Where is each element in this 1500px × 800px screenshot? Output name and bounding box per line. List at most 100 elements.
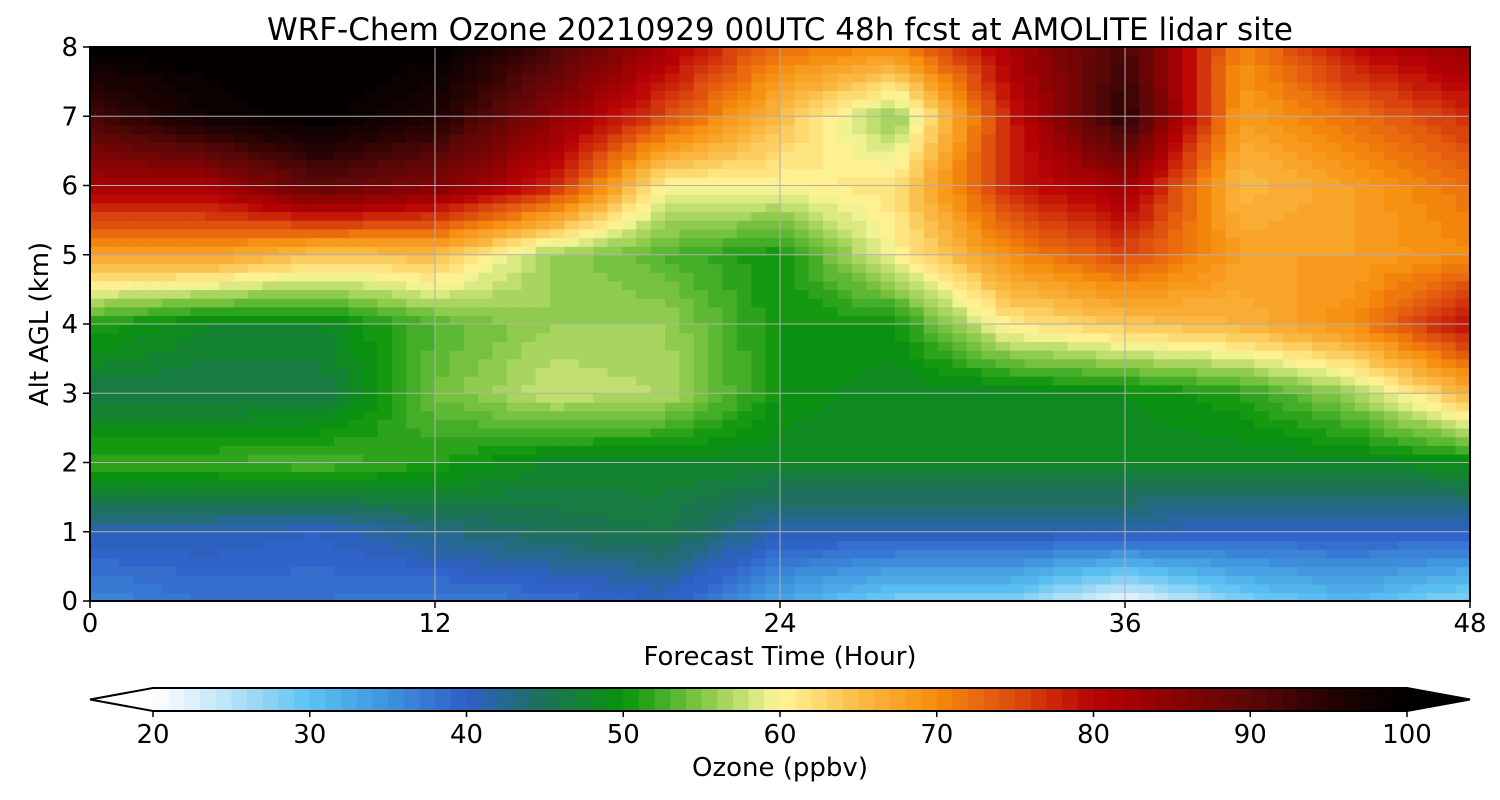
contour-cell: [391, 263, 407, 273]
contour-cell: [995, 505, 1011, 516]
contour-cell: [535, 246, 551, 256]
contour-cell: [320, 237, 336, 247]
contour-cell: [1340, 315, 1356, 325]
contour-cell: [133, 531, 149, 542]
contour-cell: [1096, 176, 1112, 187]
contour-cell: [1268, 427, 1284, 438]
contour-cell: [1110, 349, 1126, 360]
contour-cell: [995, 332, 1011, 343]
contour-cell: [1096, 211, 1112, 221]
contour-cell: [665, 393, 681, 403]
contour-cell: [492, 592, 508, 602]
contour-cell: [478, 462, 494, 472]
contour-cell: [895, 427, 911, 438]
contour-cell: [808, 150, 824, 161]
contour-cell: [765, 583, 781, 594]
contour-cell: [1369, 479, 1385, 490]
contour-cell: [1010, 445, 1026, 455]
contour-cell: [463, 185, 479, 195]
contour-cell: [506, 280, 522, 291]
contour-cell: [1081, 228, 1097, 239]
contour-cell: [1153, 272, 1169, 282]
contour-cell: [1096, 332, 1112, 343]
contour-cell: [291, 583, 307, 594]
contour-cell: [1283, 341, 1299, 351]
contour-cell: [161, 523, 177, 533]
contour-cell: [420, 471, 436, 481]
contour-cell: [1125, 220, 1141, 230]
contour-cell: [1096, 445, 1112, 455]
contour-cell: [435, 531, 451, 542]
contour-cell: [794, 272, 810, 282]
contour-cell: [938, 254, 954, 265]
contour-cell: [1110, 367, 1126, 377]
contour-cell: [320, 202, 336, 213]
contour-cell: [1024, 298, 1040, 308]
contour-cell: [837, 514, 853, 524]
contour-cell: [363, 228, 379, 239]
contour-cell: [521, 349, 537, 360]
contour-cell: [851, 557, 867, 568]
contour-cell: [1053, 341, 1069, 351]
contour-cell: [233, 194, 249, 204]
contour-cell: [506, 549, 522, 559]
contour-cell: [708, 228, 724, 239]
contour-cell: [205, 185, 221, 195]
contour-cell: [823, 315, 839, 325]
contour-cell: [161, 427, 177, 438]
contour-cell: [1182, 401, 1198, 412]
contour-cell: [1311, 280, 1327, 291]
contour-cell: [1240, 280, 1256, 291]
contour-cell: [1383, 462, 1399, 472]
contour-cell: [550, 272, 566, 282]
contour-cell: [736, 228, 752, 239]
contour-cell: [1096, 436, 1112, 446]
contour-cell: [952, 557, 968, 568]
contour-cell: [665, 150, 681, 161]
contour-cell: [276, 566, 292, 576]
contour-cell: [147, 306, 163, 317]
contour-cell: [1038, 375, 1054, 386]
contour-cell: [650, 168, 666, 178]
contour-cell: [1153, 445, 1169, 455]
contour-cell: [693, 176, 709, 187]
contour-cell: [952, 479, 968, 490]
contour-cell: [621, 557, 637, 568]
contour-cell: [736, 263, 752, 273]
contour-cell: [866, 479, 882, 490]
contour-cell: [780, 471, 796, 481]
contour-cell: [205, 488, 221, 498]
contour-cell: [895, 254, 911, 265]
contour-cell: [233, 427, 249, 438]
contour-cell: [1383, 358, 1399, 368]
contour-cell: [147, 436, 163, 446]
contour-cell: [1125, 497, 1141, 507]
contour-cell: [1383, 289, 1399, 299]
contour-cell: [90, 505, 106, 516]
contour-cell: [765, 557, 781, 568]
contour-cell: [966, 401, 982, 412]
contour-cell: [708, 324, 724, 334]
contour-cell: [780, 445, 796, 455]
contour-cell: [1340, 419, 1356, 429]
contour-cell: [1139, 445, 1155, 455]
contour-cell: [90, 471, 106, 481]
contour-cell: [981, 367, 997, 377]
contour-cell: [420, 228, 436, 239]
contour-cell: [506, 393, 522, 403]
contour-cell: [1182, 332, 1198, 343]
contour-cell: [205, 289, 221, 299]
contour-cell: [276, 332, 292, 343]
contour-cell: [118, 176, 134, 187]
contour-cell: [463, 384, 479, 394]
contour-cell: [1326, 341, 1342, 351]
contour-cell: [995, 298, 1011, 308]
contour-cell: [291, 332, 307, 343]
contour-cell: [564, 531, 580, 542]
contour-cell: [1110, 254, 1126, 265]
contour-cell: [377, 280, 393, 291]
contour-cell: [708, 453, 724, 464]
contour-cell: [1340, 514, 1356, 524]
contour-cell: [1268, 246, 1284, 256]
contour-cell: [1441, 332, 1457, 343]
